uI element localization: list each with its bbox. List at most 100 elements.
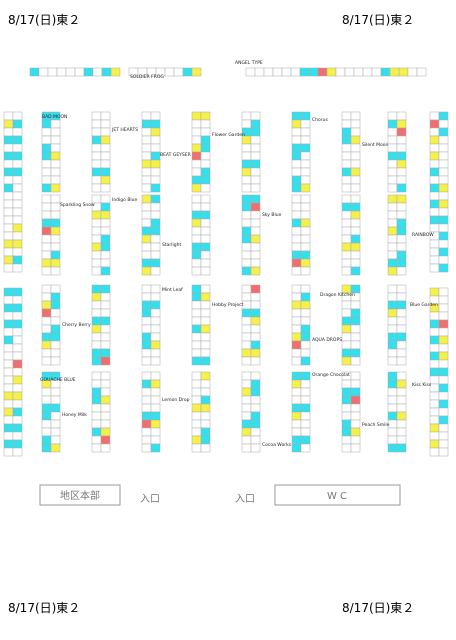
booth [350,443,361,453]
booth [291,210,302,220]
booth [291,258,302,268]
booth [141,258,152,268]
booth [41,387,52,397]
booth [350,151,361,161]
booth [241,159,252,169]
booth [191,119,202,129]
booth [91,387,102,397]
booth [438,223,449,233]
booth [429,263,440,273]
booth [350,258,361,268]
booth [41,403,52,413]
booth [241,340,252,350]
booth [341,340,352,350]
booth [41,340,52,350]
booth [438,319,449,329]
booth [387,443,398,453]
booth [429,167,440,177]
booth [396,159,407,169]
booth [245,67,256,77]
booth [438,135,449,145]
booth [12,151,23,161]
booth [438,239,449,249]
booth [300,292,311,302]
booth [200,308,211,318]
booth [141,194,152,204]
booth [12,327,23,337]
booth [141,242,152,252]
booth [241,387,252,397]
booth [241,348,252,358]
booth [91,111,102,121]
booth [250,332,261,342]
booth [341,435,352,445]
booth [3,167,14,177]
booth [291,356,302,366]
booth [41,175,52,185]
booth [396,300,407,310]
booth [141,332,152,342]
booth [3,255,14,265]
booth [91,159,102,169]
booth [341,119,352,129]
booth [50,316,61,326]
booth [300,210,311,220]
booth [241,143,252,153]
booth [150,226,161,236]
booth [41,348,52,358]
booth [191,435,202,445]
booth [12,447,23,457]
booth [241,218,252,228]
booth [396,340,407,350]
circle-name: Peach Smile [362,422,390,428]
booth [50,210,61,220]
booth [250,218,261,228]
booth [50,135,61,145]
booth [387,202,398,212]
booth [141,340,152,350]
booth [396,308,407,318]
booth [141,316,152,326]
booth [438,191,449,201]
booth [350,395,361,405]
booth [291,119,302,129]
booth [191,371,202,381]
booth [291,183,302,193]
booth [389,67,400,77]
circle-name: BAD MOON [42,114,67,120]
booth [429,399,440,409]
booth [41,443,52,453]
booth [100,411,111,421]
circle-name: Orange Chocolat [312,372,350,378]
booth [396,387,407,397]
booth [291,371,302,381]
booth [396,175,407,185]
booth [200,210,211,220]
booth [50,403,61,413]
booth [241,435,252,445]
booth [396,284,407,294]
booth [41,316,52,326]
booth [300,403,311,413]
booth [241,371,252,381]
booth [429,175,440,185]
booth [438,151,449,161]
booth [396,242,407,252]
booth [91,175,102,185]
booth [387,435,398,445]
booth [291,218,302,228]
booth [326,67,337,77]
booth [300,308,311,318]
booth [191,143,202,153]
booth [291,175,302,185]
booth [350,194,361,204]
booth [387,151,398,161]
booth [241,202,252,212]
booth [200,234,211,244]
booth [291,348,302,358]
booth [100,119,111,129]
booth [150,308,161,318]
booth [250,151,261,161]
booth [300,258,311,268]
booth [41,427,52,437]
